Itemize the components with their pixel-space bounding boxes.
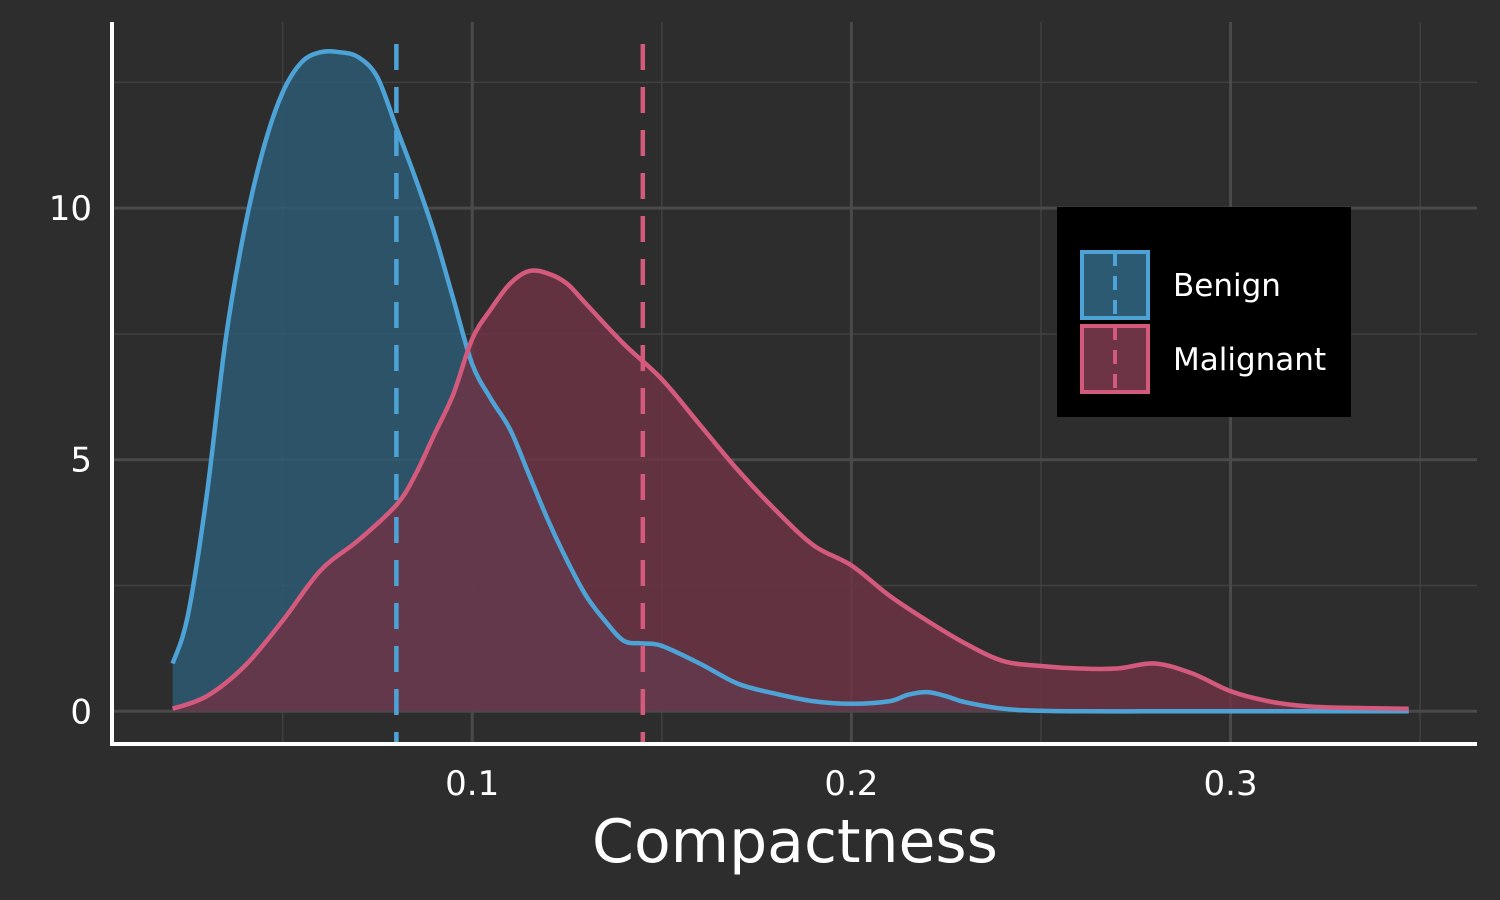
y-tick-label: 5	[70, 441, 92, 481]
x-tick-label: 0.1	[445, 764, 499, 804]
malignant-legend-label: Malignant	[1173, 342, 1326, 378]
legend: Benign Malignant	[1057, 207, 1351, 417]
tick-labels: 0.1 0.2 0.3 0 5 10	[49, 189, 1258, 804]
density-lines	[170, 48, 1409, 714]
benign-density-line	[170, 48, 1409, 714]
x-axis-title: Compactness	[592, 807, 998, 877]
axes	[110, 22, 1477, 746]
x-tick-label: 0.3	[1204, 764, 1258, 804]
mean-lines	[394, 44, 646, 744]
benign-legend-label: Benign	[1173, 268, 1281, 304]
malignant-density-line	[171, 268, 1409, 712]
y-tick-label: 10	[49, 189, 92, 229]
y-tick-label: 0	[70, 692, 92, 732]
x-tick-label: 0.2	[824, 764, 878, 804]
